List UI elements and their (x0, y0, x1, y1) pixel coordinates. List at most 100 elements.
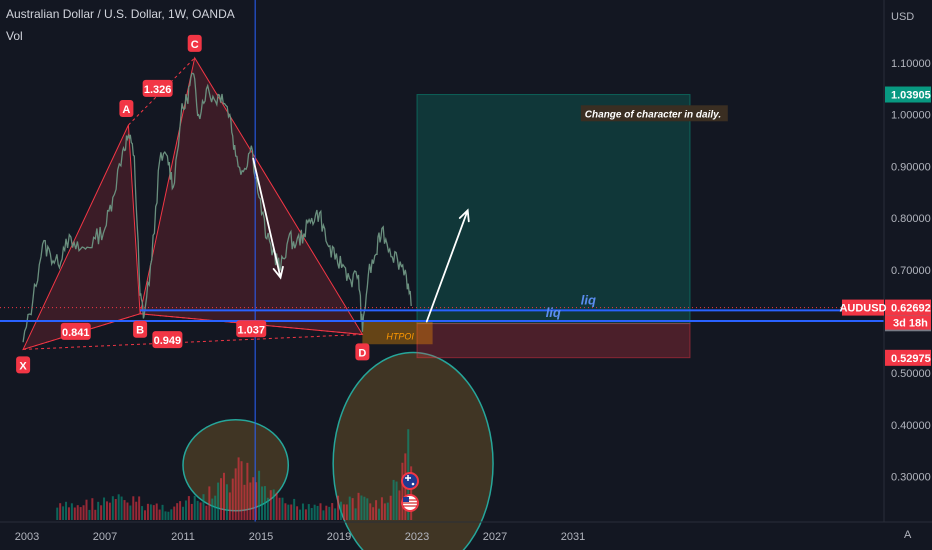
volume-bar (214, 495, 217, 520)
volume-bar (401, 462, 404, 520)
volume-bar (123, 500, 126, 520)
y-tick-label: 1.10000 (891, 58, 931, 70)
volume-bar (149, 504, 152, 520)
volume-bar (281, 497, 284, 520)
symbol-tag-label: AUDUSD (839, 303, 886, 315)
volume-bar (161, 504, 164, 520)
ratio-box-3[interactable] (152, 331, 183, 349)
y-tick-label: 0.70000 (891, 265, 931, 277)
volume-bar (182, 506, 185, 520)
projection-arrow-1[interactable] (252, 157, 284, 280)
volume-bar (389, 495, 392, 520)
liq-label-1: liq (581, 292, 596, 307)
volume-bar (255, 482, 258, 520)
x-tick-label: 2007 (93, 531, 117, 543)
volume-bar (258, 470, 261, 520)
ratio-label-4: 1.037 (237, 324, 265, 336)
volume-bar (211, 498, 214, 520)
volume-bar (179, 501, 182, 520)
volume-bar (383, 503, 386, 520)
volume-bar (155, 503, 158, 520)
long-target-zone[interactable] (416, 94, 691, 325)
x-tick-label: 2027 (483, 531, 507, 543)
y-tick-label: 0.90000 (891, 161, 931, 173)
htpoi-zone[interactable] (362, 321, 433, 345)
auto-scale-icon[interactable]: A (904, 529, 912, 541)
harmonic-pattern-layer (22, 56, 364, 351)
volume-bar (328, 506, 331, 520)
volume-bar (366, 498, 369, 520)
harmonic-point-label-a: A (122, 104, 130, 116)
volume-bar (158, 509, 161, 520)
volume-bar (261, 486, 263, 520)
volume-bar (380, 497, 383, 520)
auto-scale-button[interactable]: A (904, 529, 912, 541)
volume-bar (301, 503, 304, 520)
volume-bar (266, 497, 269, 520)
volume-bar (173, 506, 176, 520)
ratio-box-1[interactable] (142, 79, 173, 97)
labels-layer: X A B C D 1.326 0.841 0.949 1.037 (16, 34, 370, 374)
y-tick-label: 0.80000 (891, 213, 931, 225)
harmonic-point-x[interactable] (16, 356, 31, 374)
volume-bar (88, 509, 91, 520)
volume-bar (132, 496, 135, 520)
volume-bar (184, 500, 187, 520)
harmonic-point-label-b: B (136, 325, 144, 337)
volume-bar (91, 498, 94, 520)
harmonic-point-d[interactable] (355, 343, 370, 361)
volume-bar (351, 498, 354, 520)
volume-bar (97, 501, 100, 520)
volume-bar (67, 507, 70, 520)
volume-bar (337, 495, 340, 520)
harmonic-point-c[interactable] (187, 34, 202, 52)
x-tick-label: 2003 (15, 531, 39, 543)
volume-bar (398, 490, 401, 520)
volume-bar (228, 492, 231, 520)
volume-bar (100, 505, 103, 520)
volume-bar (196, 500, 199, 520)
volume-bar (316, 505, 319, 520)
volume-bar (222, 472, 225, 520)
volume-bar (334, 508, 337, 520)
volume-bar (410, 466, 413, 520)
zones-layer: HTPOI (362, 94, 691, 359)
volume-bar (231, 478, 234, 520)
volume-bar (386, 502, 389, 520)
volume-bar (82, 505, 85, 520)
volume-bar (246, 462, 249, 520)
x-tick-label: 2011 (171, 531, 195, 543)
volume-bar (287, 504, 290, 520)
volume-bar (56, 507, 59, 520)
volume-bar (108, 502, 111, 520)
volume-bar (339, 501, 342, 520)
volume-bar (202, 494, 205, 520)
annotation-box[interactable] (580, 105, 728, 122)
projection-arrow-2[interactable] (425, 208, 470, 323)
symbol-tag[interactable] (842, 299, 884, 316)
volume-bar (369, 503, 372, 520)
y-tick-label: 0.40000 (891, 420, 931, 432)
liq-label-2: liq (546, 305, 561, 320)
price-tag-label-2: 0.62692 (891, 303, 931, 315)
volume-bar (342, 504, 345, 520)
ratio-box-4[interactable] (236, 320, 267, 338)
harmonic-point-a[interactable] (119, 100, 134, 118)
volume-bar (62, 506, 65, 520)
x-tick-label: 2031 (561, 531, 585, 543)
ratio-box-2[interactable] (60, 322, 91, 340)
harmonic-point-label-c: C (191, 39, 199, 51)
volume-bar (144, 510, 146, 520)
volume-bar (272, 489, 275, 520)
volume-bar (187, 496, 190, 520)
volume-bar (325, 505, 328, 520)
volume-bar (378, 508, 380, 520)
volume-bar (269, 490, 272, 520)
harmonic-point-b[interactable] (133, 320, 148, 338)
harmonic-point-label-d: D (358, 347, 366, 359)
countdown-label: 3d 18h (893, 318, 928, 330)
long-stop-zone[interactable] (416, 323, 691, 359)
